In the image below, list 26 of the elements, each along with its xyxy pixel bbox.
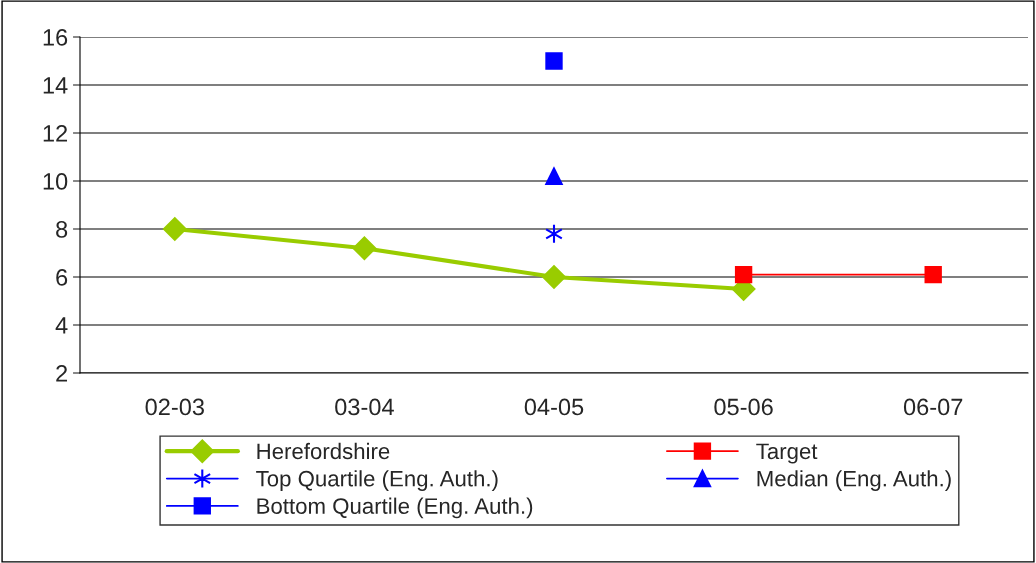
x-tick-label: 05-06 [714,398,773,416]
y-tick-label: 14 [43,77,68,94]
point [545,167,563,185]
y-tick-label: 2 [56,365,68,382]
point [542,265,566,289]
legend-label: Herefordshire [257,442,390,460]
y-tick-label: 16 [43,29,68,46]
point [545,223,563,244]
y-tick-label: 8 [56,221,68,238]
legend-label: Target [756,443,818,464]
y-tick-label: 10 [43,173,68,190]
x-tick-label: 02-03 [145,398,204,416]
point [352,236,377,261]
point [734,265,753,284]
legend-label: Top Quartile (Eng. Auth.) [256,470,498,491]
legend-label: Bottom Quartile (Eng. Auth.) [257,497,533,519]
x-tick-label: 06-07 [903,398,963,416]
y-tick-label: 12 [43,125,68,142]
x-tick-label: 03-04 [335,398,394,416]
point [162,217,187,241]
point [924,265,942,284]
y-tick-label: 6 [56,269,68,286]
legend-label: Median (Eng. Auth.) [757,470,951,491]
point [545,52,563,70]
x-tick-label: 04-05 [524,398,584,416]
y-tick-label: 4 [55,317,68,334]
